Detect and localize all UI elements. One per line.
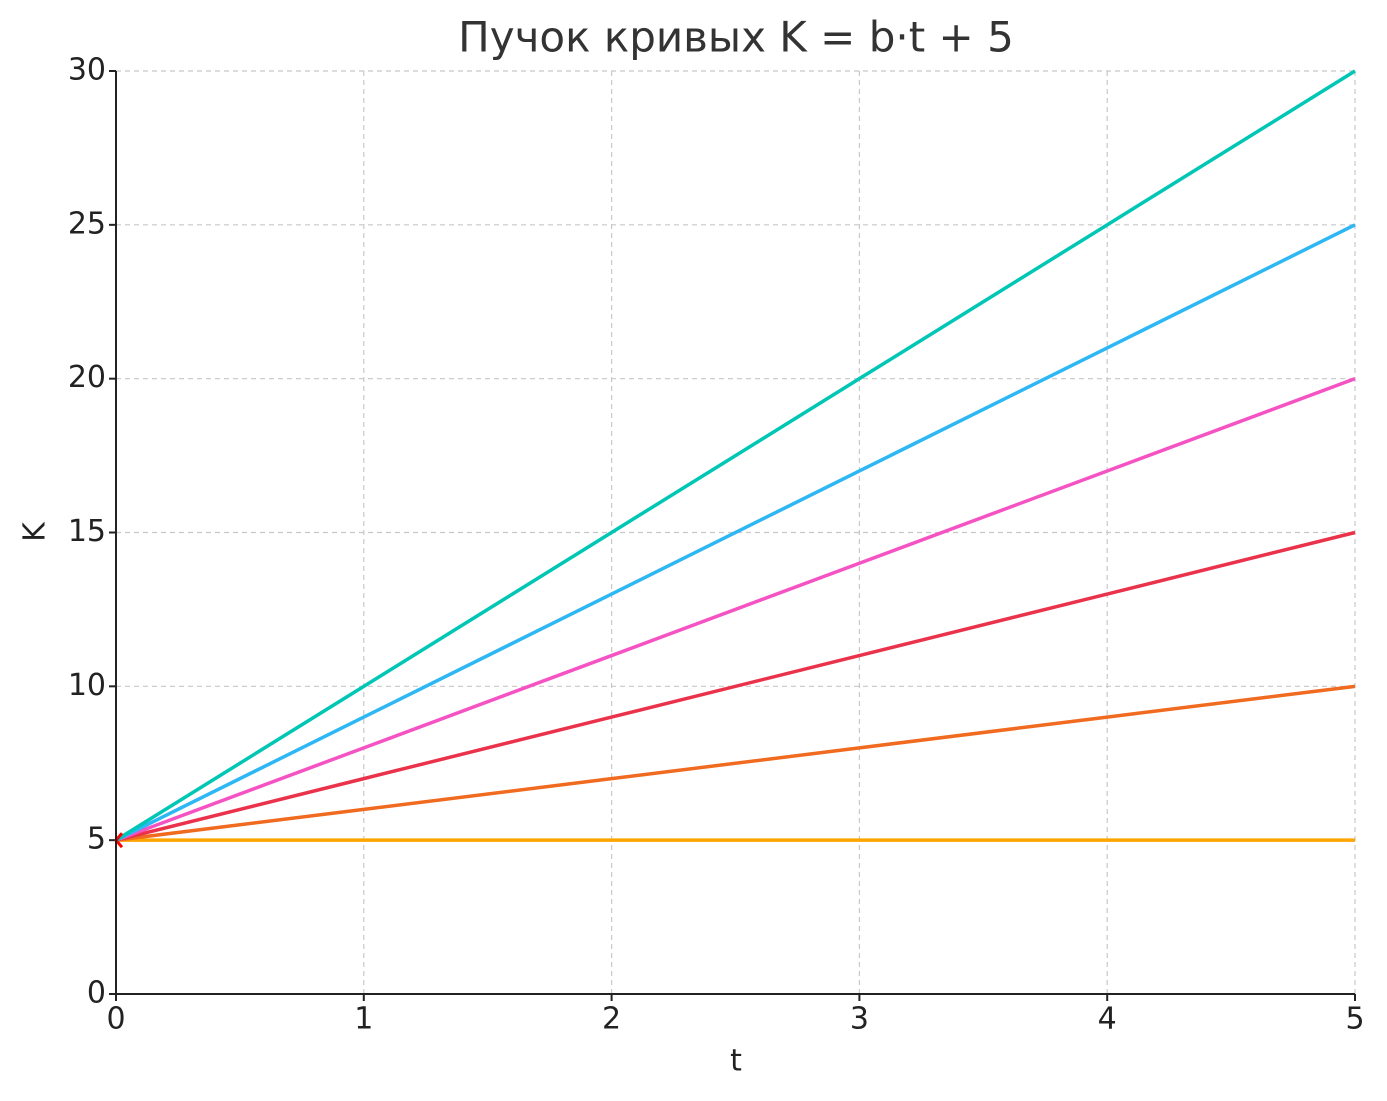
- line: [115, 530, 1356, 842]
- x-tick-label: 3: [850, 1002, 869, 1037]
- line: [115, 69, 1356, 842]
- x-tick-label: 2: [602, 1002, 621, 1037]
- y-tick-label: 20: [68, 360, 106, 395]
- line: [115, 684, 1356, 842]
- x-tick-label: 5: [1345, 1002, 1364, 1037]
- y-tick-label: 30: [68, 53, 106, 88]
- y-tick-label: 0: [87, 976, 106, 1011]
- chart-title: Пучок кривых K = b·t + 5: [458, 13, 1014, 62]
- x-tick-label: 4: [1098, 1002, 1117, 1037]
- y-tick-label: 10: [68, 668, 106, 703]
- y-tick-label: 25: [68, 206, 106, 241]
- line: [115, 223, 1356, 842]
- y-tick-label: 5: [87, 822, 106, 857]
- x-axis-label: t: [730, 1044, 742, 1079]
- x-tick-label: 0: [106, 1002, 125, 1037]
- y-axis-label: K: [18, 521, 53, 542]
- x-tick-label: 1: [354, 1002, 373, 1037]
- y-tick-label: 15: [68, 514, 106, 549]
- line: [115, 377, 1356, 842]
